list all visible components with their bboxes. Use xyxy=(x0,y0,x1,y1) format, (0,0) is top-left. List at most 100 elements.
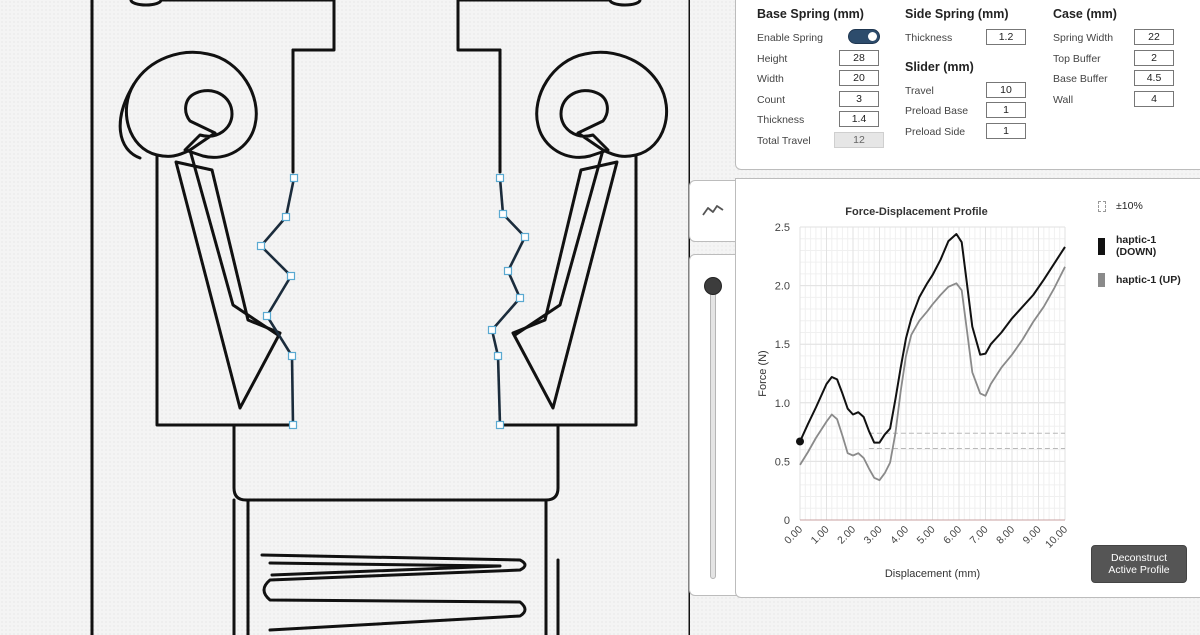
preload-side-input[interactable] xyxy=(986,122,1026,139)
enable-spring-label: Enable Spring xyxy=(757,32,823,44)
thickness-label: Thickness xyxy=(757,114,805,126)
base-housing-left xyxy=(232,498,250,635)
up-swatch xyxy=(1098,273,1105,287)
wall-input[interactable] xyxy=(1134,90,1174,107)
preload-base-input[interactable] xyxy=(986,102,1026,118)
y-tick-label: 2.5 xyxy=(775,222,790,234)
slider-stem xyxy=(232,423,560,502)
height-label: Height xyxy=(757,52,788,65)
legend-down-label: haptic-1 (DOWN) xyxy=(1116,234,1157,258)
control-point[interactable] xyxy=(503,266,513,276)
control-point[interactable] xyxy=(281,212,291,222)
width-label: Width xyxy=(757,73,784,85)
legend-down[interactable]: haptic-1 (DOWN) xyxy=(1090,233,1200,273)
chart-title: Force-Displacement Profile xyxy=(845,206,987,218)
y-axis-label: Force (N) xyxy=(757,350,769,396)
right-cantilever-inner xyxy=(513,148,605,337)
deconstruct-profile-button[interactable]: Deconstruct Active Profile xyxy=(1091,545,1187,583)
left-hook-outer-arc xyxy=(118,82,142,160)
x-tick-label: 9.00 xyxy=(1021,524,1044,547)
legend-up-label: haptic-1 (UP) xyxy=(1116,274,1181,286)
profile-tab[interactable] xyxy=(689,180,735,242)
control-point[interactable] xyxy=(286,271,296,281)
base-spring-title: Base Spring (mm) xyxy=(757,7,864,21)
y-tick-label: 1.0 xyxy=(775,398,790,410)
left-top-ear xyxy=(129,0,163,7)
x-tick-label: 7.00 xyxy=(968,524,991,547)
slider-travel-input[interactable] xyxy=(986,81,1026,98)
right-top-ear xyxy=(608,0,642,7)
series-line-up xyxy=(799,266,1066,482)
travel-label: Travel xyxy=(905,84,934,97)
base-buffer-label: Base Buffer xyxy=(1053,73,1108,85)
base-thickness-input[interactable] xyxy=(839,111,879,127)
base-spring-section: Base Spring (mm) Enable Spring Height Wi… xyxy=(757,7,897,152)
left-upper-block xyxy=(129,0,336,52)
control-point[interactable] xyxy=(520,232,530,242)
down-swatch xyxy=(1098,238,1105,255)
y-tick-label: 2.0 xyxy=(775,281,790,293)
total-travel-label: Total Travel xyxy=(757,134,811,147)
control-point[interactable] xyxy=(515,293,525,303)
displacement-slider-track[interactable] xyxy=(710,291,716,579)
slider-title: Slider (mm) xyxy=(905,59,974,74)
base-width-input[interactable] xyxy=(839,70,879,86)
base-count-input[interactable] xyxy=(839,90,879,107)
count-label: Count xyxy=(757,93,786,106)
total-travel-readout xyxy=(834,131,884,148)
left-hook xyxy=(124,50,258,159)
side-spring-title: Side Spring (mm) xyxy=(905,7,1009,21)
tolerance-swatch xyxy=(1098,201,1106,212)
control-point[interactable] xyxy=(487,325,497,335)
control-point[interactable] xyxy=(287,351,297,361)
control-point[interactable] xyxy=(256,241,266,251)
x-tick-label: 3.00 xyxy=(862,524,885,547)
x-axis-label: Displacement (mm) xyxy=(885,568,980,580)
x-tick-label: 1.00 xyxy=(809,524,832,547)
x-tick-label: 5.00 xyxy=(915,524,938,547)
x-tick-label: 6.00 xyxy=(941,524,964,547)
base-spring-inner xyxy=(268,561,502,577)
control-point[interactable] xyxy=(288,420,298,430)
control-point[interactable] xyxy=(495,173,505,183)
chart-legend: ±10% haptic-1 (DOWN) haptic-1 (UP) xyxy=(1090,199,1200,307)
chart-panel: Force-Displacement Profile 0 0.5 1.0 1.5 2.0 2… xyxy=(735,178,1200,598)
deconstruct-button-label: Deconstruct Active Profile xyxy=(1108,552,1170,576)
top-buffer-input[interactable] xyxy=(1134,49,1174,66)
side-thickness-input[interactable] xyxy=(986,29,1026,45)
displacement-slider-thumb[interactable] xyxy=(704,277,722,295)
base-buffer-input[interactable] xyxy=(1134,70,1174,86)
enable-spring-toggle[interactable] xyxy=(849,30,879,43)
legend-up[interactable]: haptic-1 (UP) xyxy=(1090,273,1200,307)
start-marker xyxy=(796,437,804,446)
settings-panel: Base Spring (mm) Enable Spring Height Wi… xyxy=(735,0,1200,170)
right-upper-block xyxy=(456,0,612,52)
base-height-input[interactable] xyxy=(839,49,879,66)
right-slider-body xyxy=(498,48,638,427)
legend-tolerance-label: ±10% xyxy=(1116,200,1143,212)
wall-label: Wall xyxy=(1053,93,1074,106)
x-tick-label: 10.00 xyxy=(1043,524,1070,551)
x-tick-label: 8.00 xyxy=(994,524,1017,547)
control-point[interactable] xyxy=(493,351,503,361)
control-point[interactable] xyxy=(495,420,505,430)
preload-side-label: Preload Side xyxy=(905,125,966,138)
base-spring xyxy=(260,553,527,632)
case-title: Case (mm) xyxy=(1053,7,1117,21)
left-cantilever-inner xyxy=(188,148,280,337)
spring-width-input[interactable] xyxy=(1134,29,1174,45)
control-point[interactable] xyxy=(262,311,272,321)
right-hook xyxy=(535,50,669,159)
preload-base-label: Preload Base xyxy=(905,105,969,117)
cad-canvas[interactable] xyxy=(0,0,690,635)
series-line-down xyxy=(799,233,1066,444)
x-tick-label: 2.00 xyxy=(835,524,858,547)
y-tick-label: 0.5 xyxy=(775,456,790,468)
legend-tolerance[interactable]: ±10% xyxy=(1090,199,1200,233)
y-tick-label: 0 xyxy=(784,515,790,527)
control-point[interactable] xyxy=(498,209,508,219)
control-point[interactable] xyxy=(289,173,299,183)
force-displacement-chart: Force-Displacement Profile 0 0.5 1.0 1.5 2.0 2… xyxy=(757,206,1070,580)
case-section: Case (mm) Spring Width Top Buffer Base B… xyxy=(1053,7,1193,111)
left-slider-body xyxy=(155,48,295,427)
